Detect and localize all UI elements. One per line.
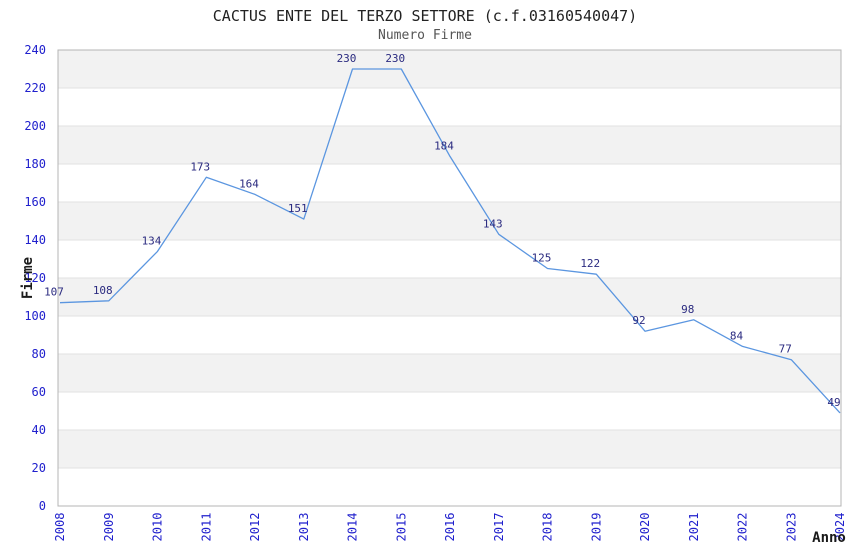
plot-band <box>58 278 841 316</box>
y-tick-label: 240 <box>24 43 46 57</box>
y-tick-label: 140 <box>24 233 46 247</box>
x-tick-label: 2023 <box>784 513 798 542</box>
y-tick-label: 20 <box>32 461 46 475</box>
series-line <box>59 68 841 414</box>
data-label: 151 <box>288 202 308 215</box>
x-tick-label: 2014 <box>346 513 360 542</box>
x-tick-label: 2011 <box>199 513 213 542</box>
x-tick-label: 2022 <box>736 513 750 542</box>
x-tick-label: 2021 <box>687 513 701 542</box>
data-label: 122 <box>580 257 600 270</box>
x-tick-label: 2017 <box>492 513 506 542</box>
x-tick-label: 2019 <box>589 513 603 542</box>
plot-band <box>58 354 841 392</box>
data-label: 143 <box>483 217 503 230</box>
y-tick-label: 100 <box>24 309 46 323</box>
y-tick-label: 80 <box>32 347 46 361</box>
data-label: 77 <box>779 343 792 356</box>
plot-border <box>57 49 842 507</box>
data-label: 108 <box>93 284 113 297</box>
data-label: 173 <box>190 160 210 173</box>
x-tick-label: 2008 <box>53 513 67 542</box>
y-tick-label: 180 <box>24 157 46 171</box>
plot-band <box>58 202 841 240</box>
plot-band <box>58 430 841 468</box>
y-axis-title: Firme <box>20 256 36 300</box>
x-tick-label: 2010 <box>151 513 165 542</box>
data-label: 164 <box>239 177 259 190</box>
y-tick-label: 60 <box>32 385 46 399</box>
data-label: 107 <box>44 286 64 299</box>
data-label: 230 <box>337 52 357 65</box>
x-tick-label: 2013 <box>297 513 311 542</box>
y-tick-label: 200 <box>24 119 46 133</box>
y-tick-label: 220 <box>24 81 46 95</box>
x-tick-label: 2018 <box>541 513 555 542</box>
x-tick-label: 2020 <box>638 513 652 542</box>
data-label: 230 <box>385 52 405 65</box>
data-label: 98 <box>681 303 694 316</box>
data-label: 125 <box>532 252 552 265</box>
y-tick-label: 160 <box>24 195 46 209</box>
data-label: 134 <box>142 234 162 247</box>
plot-band <box>58 50 841 88</box>
plot-band <box>58 126 841 164</box>
data-label: 49 <box>827 396 840 409</box>
data-label: 184 <box>434 139 454 152</box>
y-tick-label: 40 <box>32 423 46 437</box>
x-tick-label: 2009 <box>102 513 116 542</box>
chart-title: CACTUS ENTE DEL TERZO SETTORE (c.f.03160… <box>212 7 638 25</box>
x-tick-label: 2012 <box>248 513 262 542</box>
y-tick-label: 120 <box>24 271 46 285</box>
x-tick-label: 2016 <box>443 513 457 542</box>
data-label: 92 <box>632 314 645 327</box>
y-tick-label: 0 <box>39 499 46 513</box>
x-tick-label: 2015 <box>394 513 408 542</box>
data-label: 84 <box>730 329 744 342</box>
x-tick-label: 2024 <box>833 513 847 542</box>
chart-subtitle: Numero Firme <box>378 28 472 43</box>
x-axis-title: Anno <box>812 530 846 546</box>
